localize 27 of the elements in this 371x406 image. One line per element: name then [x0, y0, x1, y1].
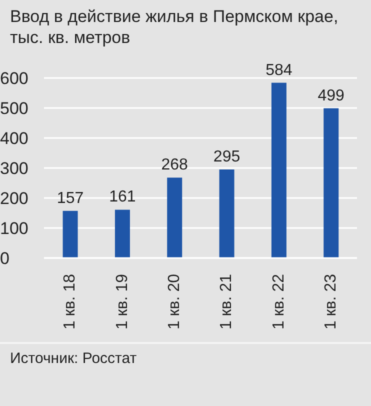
x-tick-label: 1 кв. 18 [62, 274, 79, 330]
data-label: 584 [266, 62, 292, 79]
y-tick-label: 500 [0, 99, 28, 118]
bar [219, 170, 234, 258]
y-tick-label: 400 [0, 129, 28, 148]
text: Источник: Росстат [10, 350, 138, 367]
bar [62, 210, 78, 258]
x-tick-label: 1 кв. 20 [166, 274, 183, 330]
x-tick-label: 1 кв. 21 [218, 274, 236, 330]
data-label: 499 [318, 87, 345, 104]
data-label: 268 [161, 156, 188, 174]
data-label: 161 [109, 188, 136, 206]
chart-title: Ввод в действие жилья в Пермском крае, тыс. кв. метров [9, 6, 340, 48]
bar [324, 108, 339, 258]
y-tick-label: 200 [0, 189, 28, 208]
data-label: 295 [213, 148, 240, 166]
y-tick-label: 600 [0, 69, 28, 88]
y-tick-label: 0 [0, 249, 10, 268]
x-tick-label: 1 кв. 19 [114, 274, 131, 330]
bar [114, 210, 130, 258]
y-tick-label: 100 [0, 219, 28, 238]
x-tick-label: 1 кв. 22 [270, 274, 288, 330]
x-tick-label: 1 кв. 23 [322, 274, 340, 330]
bar [271, 82, 286, 258]
data-label: 157 [56, 190, 84, 207]
bar [167, 178, 182, 258]
y-tick-label: 300 [0, 159, 28, 178]
